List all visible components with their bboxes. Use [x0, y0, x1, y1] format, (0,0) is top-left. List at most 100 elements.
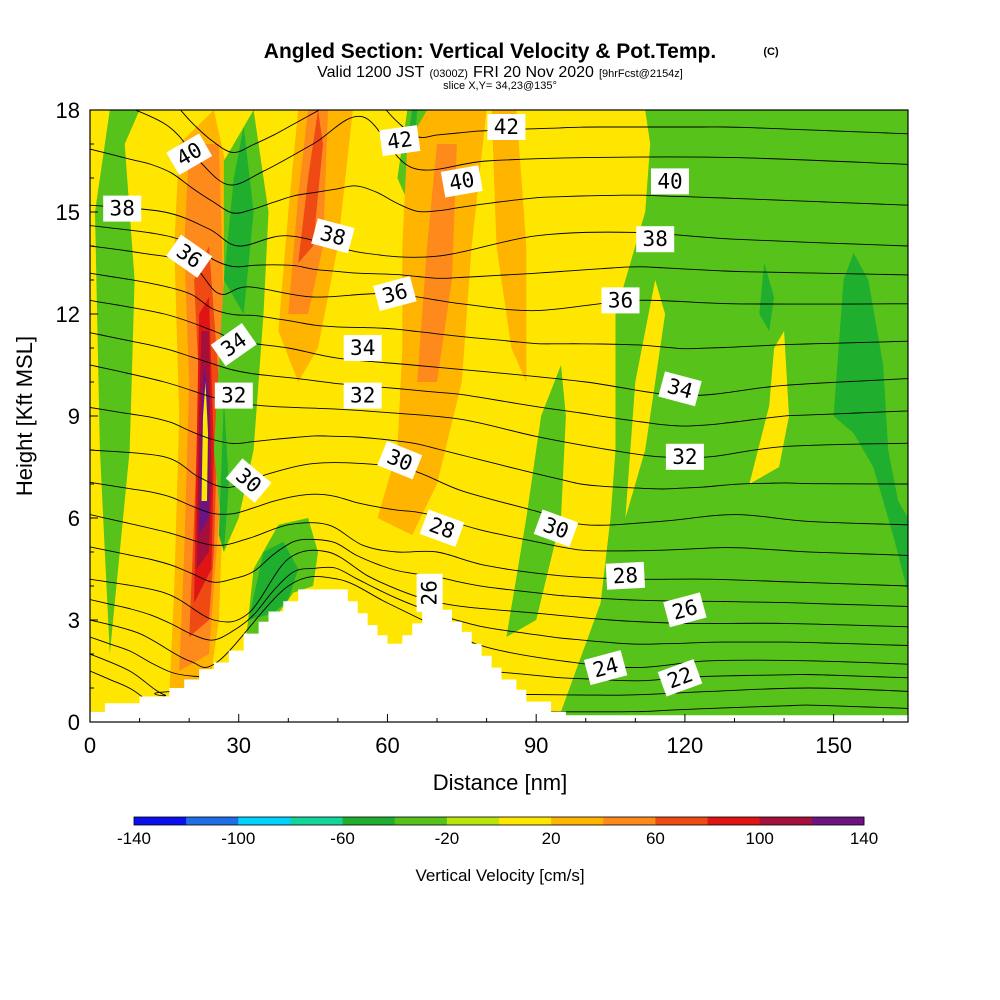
contour-label-bg [373, 276, 417, 312]
colorbar-label: -20 [435, 829, 460, 848]
colorbar-swatch [134, 817, 187, 825]
velocity-region-11 [223, 127, 254, 314]
contour-label-23: 26 [663, 592, 707, 628]
x-axis: 0 30 60 90 120 150 [84, 714, 884, 758]
contour-label-bg [665, 443, 704, 470]
isentrope-39 [90, 148, 908, 214]
contour-label-10: 36 [373, 276, 417, 312]
contour-label-1: 38 [103, 195, 142, 222]
x-tick-label: 60 [375, 733, 399, 758]
contour-label-bg [343, 382, 382, 409]
subtitle-utc: (0300Z) [429, 68, 468, 80]
y-tick-label: 0 [68, 710, 80, 735]
isentrope-31 [90, 407, 908, 490]
contour-label-text: 28 [612, 563, 639, 588]
contour-label-bg [651, 168, 689, 195]
contour-label-bg [658, 371, 702, 407]
contour-label-18: 36 [601, 287, 640, 314]
colorbar-swatch [238, 817, 291, 825]
isentrope-28 [90, 514, 908, 587]
y-tick-label: 18 [56, 98, 80, 123]
colorbar-swatch [759, 817, 813, 825]
contour-label-7: 42 [487, 114, 526, 140]
y-tick-label: 12 [56, 302, 80, 327]
contour-label-bg [533, 509, 579, 547]
y-tick-label: 15 [56, 200, 80, 225]
contour-label-text: 32 [672, 445, 697, 469]
contour-label-9: 38 [311, 218, 355, 254]
subtitle-valid: Valid 1200 JST [317, 64, 425, 81]
velocity-region-17 [298, 110, 323, 263]
contour-label-bg [419, 509, 465, 547]
isentrope-33 [90, 332, 908, 427]
contour-label-bg [214, 382, 253, 409]
contour-label-20: 32 [665, 443, 704, 470]
slice-info: slice X,Y= 34,23@135° [443, 80, 557, 92]
title-mark: (C) [763, 46, 779, 58]
contour-label-text: 42 [494, 115, 519, 139]
colorbar-swatch [603, 817, 656, 825]
contour-label-bg [657, 659, 703, 697]
contour-label-bg [103, 195, 142, 222]
x-tick-label: 120 [667, 733, 704, 758]
y-axis: 0 3 6 9 12 15 18 [56, 98, 98, 735]
y-tick-label: 9 [68, 404, 80, 429]
y-tick-label: 3 [68, 608, 80, 633]
colorbar-label: 20 [542, 829, 561, 848]
colorbar-label: -140 [117, 829, 151, 848]
contour-label-text: 26 [418, 580, 442, 605]
contour-label-text: 40 [657, 169, 682, 193]
y-axis-title: Height [Kft MSL] [12, 336, 37, 496]
chart-subtitle: Valid 1200 JST (0300Z) FRI 20 Nov 2020 [9hr… [317, 64, 683, 81]
contour-label-text: 34 [350, 336, 375, 360]
subtitle-date: FRI 20 Nov 2020 [473, 64, 594, 81]
x-tick-label: 30 [226, 733, 250, 758]
colorbar-label: 140 [850, 829, 878, 848]
contour-label-bg [636, 226, 675, 253]
colorbar-frame [133, 816, 865, 826]
contour-label-bg [440, 165, 483, 198]
contour-label-17: 38 [636, 226, 675, 253]
contour-label-text: 32 [350, 384, 375, 408]
contour-label-bg [605, 561, 646, 590]
isentrope-38 [90, 204, 908, 258]
contour-label-4: 32 [214, 382, 253, 409]
isentrope-30 [90, 449, 908, 526]
contour-label-19: 34 [658, 371, 702, 407]
colorbar-title: Vertical Velocity [cm/s] [415, 866, 584, 885]
contour-label-text: 36 [608, 288, 633, 312]
terrain-mask [90, 589, 566, 722]
contour-label-bg [601, 287, 640, 314]
velocity-region-21 [417, 144, 457, 382]
isentrope-34 [90, 299, 908, 397]
contour-label-11: 34 [343, 335, 382, 361]
contour-label-12: 32 [343, 382, 382, 409]
contour-label-bg [166, 133, 213, 175]
contour-label-text: 32 [221, 384, 246, 408]
velocity-region-9 [201, 382, 208, 501]
contour-label-text: 42 [386, 127, 414, 154]
contour-label-text: 38 [110, 197, 135, 221]
isentrope-35 [90, 272, 908, 350]
contour-label-bg [416, 573, 443, 612]
velocity-region-23 [506, 365, 566, 637]
chart-title: Angled Section: Vertical Velocity & Pot.… [264, 40, 716, 63]
velocity-region-25 [575, 569, 908, 712]
colorbar-swatch [655, 817, 708, 825]
colorbar: -140 -100 -60 -20 20 60 100 140 [117, 816, 878, 848]
colorbar-label: -100 [221, 829, 255, 848]
x-tick-label: 0 [84, 733, 96, 758]
contour-label-bg [379, 125, 421, 157]
colorbar-label: -60 [330, 829, 355, 848]
contour-label-bg [377, 441, 423, 480]
contour-label-bg [663, 592, 707, 628]
isentrope-25 [90, 566, 908, 646]
x-axis-title: Distance [nm] [433, 770, 568, 795]
isentrope-27 [90, 538, 908, 607]
colorbar-swatch [551, 817, 604, 825]
isentrope-29 [90, 481, 908, 556]
contour-label-6: 42 [379, 125, 421, 157]
colorbar-label: 100 [746, 829, 774, 848]
colorbar-swatch [446, 817, 500, 825]
colorbar-swatch [186, 817, 239, 825]
